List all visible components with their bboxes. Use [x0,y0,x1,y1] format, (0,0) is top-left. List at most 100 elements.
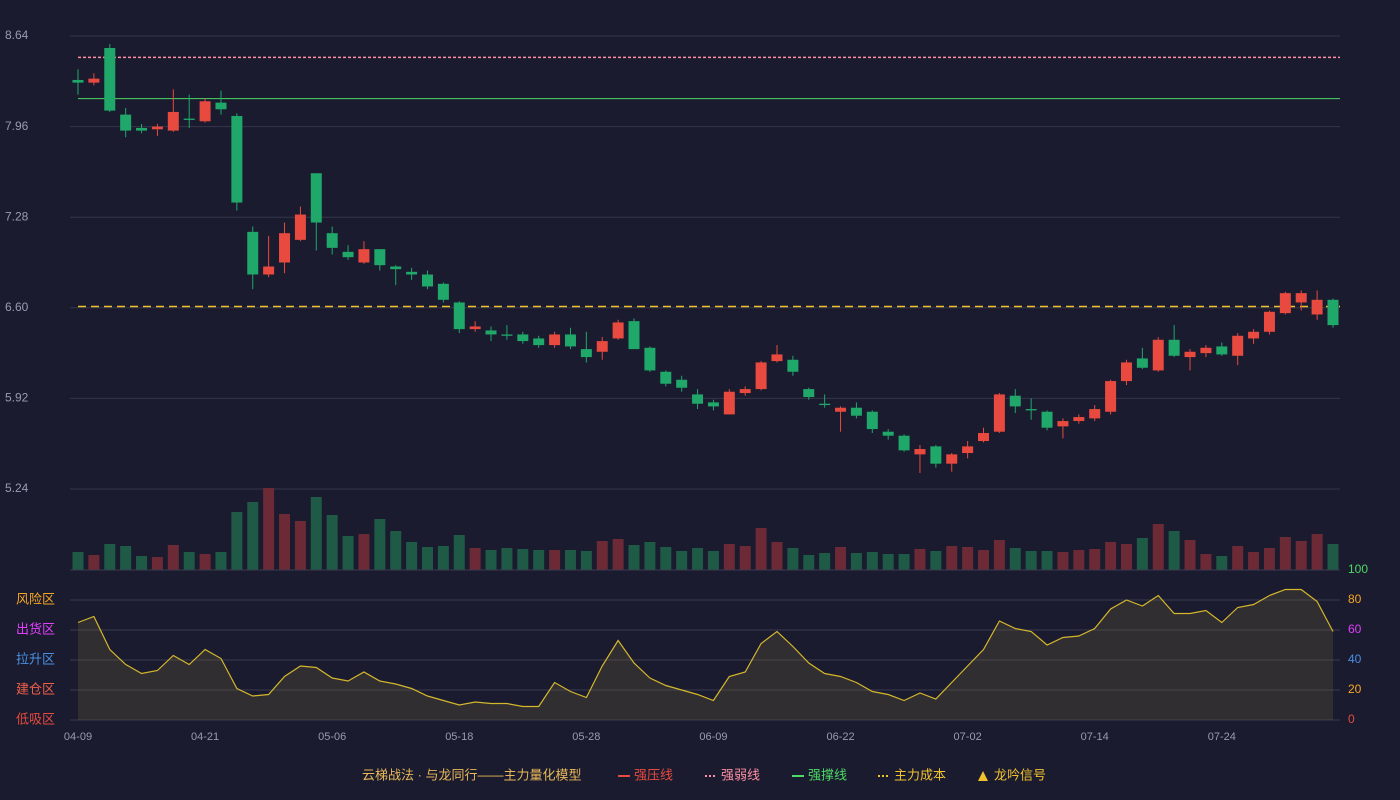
volume-bar [453,535,465,570]
volume-bar [962,547,974,570]
candle-body [358,249,370,263]
candle-body [946,454,958,464]
volume-bar [707,551,719,570]
candle-body [660,371,672,384]
volume-bar [263,488,275,570]
x-tick-label: 05-18 [445,731,473,743]
volume-bar [1311,534,1323,570]
volume-bar [406,542,418,570]
volume-bar [279,514,291,570]
volume-bar [421,547,433,570]
x-tick-label: 06-22 [826,731,854,743]
candle-body [596,341,608,352]
volume-bar [1041,551,1053,570]
volume-bar [739,546,751,570]
candle-body [485,330,497,335]
candle-body [1327,299,1339,326]
volume-bar [1248,552,1260,570]
volume-bar [835,547,847,570]
volume-bar [676,551,688,570]
candle-body [1041,411,1053,428]
candle-body [882,431,894,436]
y-tick-label: 7.28 [5,209,29,223]
volume-bar [787,548,799,570]
candle-body [755,362,767,390]
x-tick-label: 07-02 [954,731,982,743]
y-tick-label: 8.64 [5,28,29,42]
candle-body [1009,395,1021,407]
volume-bar [850,553,862,570]
candle-body [88,78,100,83]
volume-bar [533,550,545,570]
volume-bar [1105,542,1117,570]
candle-body [104,47,116,111]
volume-bar [692,548,704,570]
y-tick-label: 7.96 [5,119,29,133]
volume-bar [1089,549,1101,570]
volume-bar [183,552,195,570]
candle-body [231,115,243,203]
candle-body [310,173,322,223]
zone-label: 拉升区 [16,651,55,666]
x-tick-label: 04-21 [191,731,219,743]
volume-bar [247,502,259,570]
candle-body [374,249,386,266]
zone-label: 低吸区 [16,711,55,726]
candle-body [421,274,433,287]
volume-bar [1279,537,1291,570]
volume-bar [1216,556,1228,570]
volume-bar [1295,541,1307,570]
volume-bar [437,546,449,570]
x-tick-label: 06-09 [699,731,727,743]
candle-body [866,411,878,430]
volume-bar [898,554,910,570]
y-tick-label: 6.60 [5,300,29,314]
candle-body [453,302,465,330]
legend-label: 强压线 [634,767,673,782]
y2-tick-label: 40 [1348,652,1362,666]
volume-bar [564,550,576,570]
candle-body [469,326,481,330]
volume-bar [930,551,942,570]
candle-body [914,449,926,455]
volume-bar [596,541,608,570]
volume-bar [1073,550,1085,570]
volume-bar [1057,552,1069,570]
candle-body [580,349,592,358]
volume-bar [88,555,100,570]
candle-body [1136,358,1148,368]
candle-body [263,266,275,275]
candle-body [342,251,354,258]
volume-bar [1200,554,1212,570]
volume-bar [914,549,926,570]
volume-bar [1136,538,1148,570]
volume-bar [231,512,243,570]
x-tick-label: 05-06 [318,731,346,743]
volume-bar [151,557,163,570]
candle-body [215,102,227,110]
volume-bar [1184,540,1196,570]
volume-bar [104,544,116,570]
candle-body [72,79,84,83]
oscillator-line [77,588,1334,708]
volume-bar [120,546,132,570]
y2-tick-label: 100 [1348,562,1368,576]
volume-bar [993,540,1005,570]
volume-bar [1263,548,1275,570]
y2-tick-label: 80 [1348,592,1362,606]
candle-body [644,347,656,371]
candle-body [898,435,910,451]
candle-body [850,407,862,416]
volume-bar [72,552,84,570]
zone-label: 出货区 [16,621,55,636]
candle-body [723,391,735,415]
volume-bar [501,548,513,570]
candle-body [1025,409,1037,411]
candle-body [676,379,688,388]
legend-label: 强弱线 [721,767,760,782]
candle-body [1120,362,1132,382]
volume-bar [1120,544,1132,570]
volume-bar [199,554,211,570]
zone-label: 风险区 [16,591,55,606]
x-tick-label: 07-24 [1208,731,1236,743]
